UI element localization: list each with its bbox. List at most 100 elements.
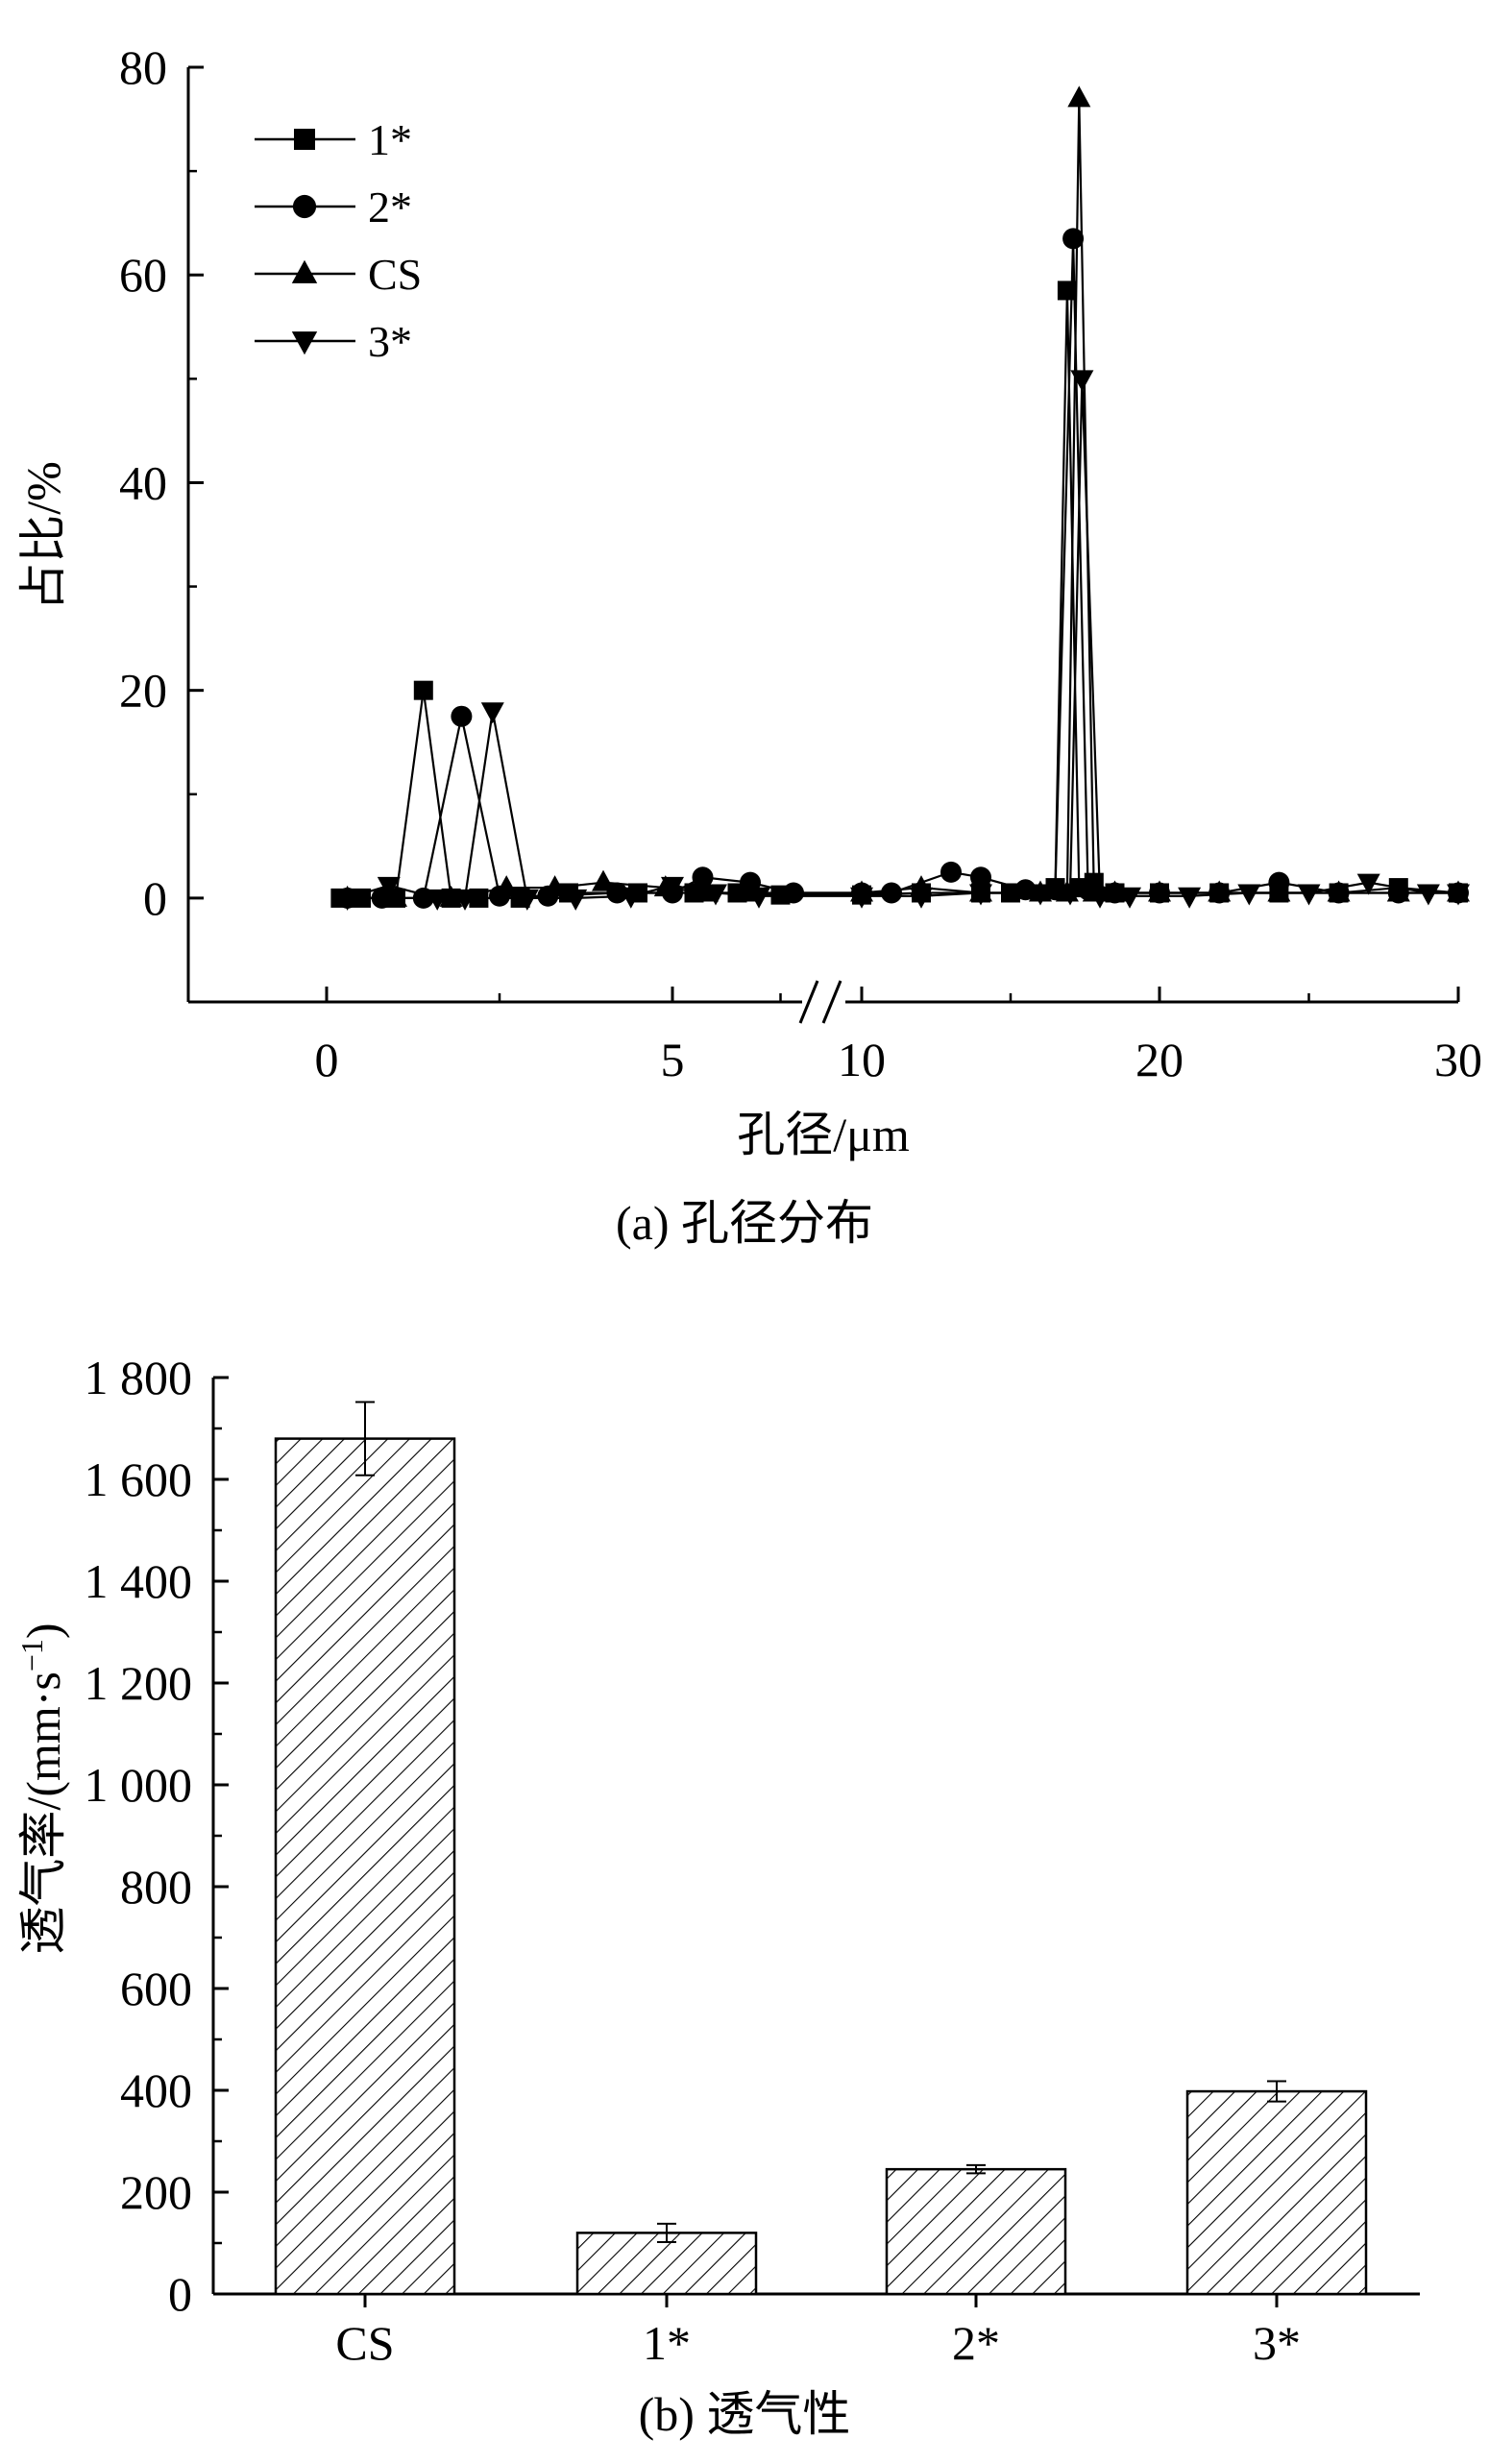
data-point	[619, 887, 643, 909]
data-point	[881, 882, 902, 904]
y-tick-label: 1 400	[85, 1554, 193, 1608]
chart-b-caption: (b) 透气性	[639, 2387, 851, 2441]
data-point	[1067, 85, 1091, 108]
bar	[274, 1437, 456, 2296]
y-axis-title: 占比/%	[16, 461, 70, 611]
data-point	[1029, 884, 1052, 906]
data-point	[1297, 884, 1321, 906]
y-axis-title-main: 透气率/(mm·s	[16, 1671, 70, 1954]
data-point	[970, 866, 991, 889]
data-point	[1088, 887, 1111, 909]
y-tick-label: 200	[120, 2165, 192, 2219]
legend-label: 3*	[368, 317, 412, 366]
data-point	[480, 702, 504, 724]
permeability-chart: 0 200 400 600 800 1 000 1 200 1 400 1 600 1 800 透气…	[14, 1351, 1420, 2370]
data-point	[747, 887, 770, 909]
data-point	[969, 884, 992, 906]
data-point	[1386, 880, 1410, 902]
x-axis-title: 孔径/μm	[737, 1108, 910, 1161]
series-4	[335, 370, 1470, 911]
y-tick-label: 80	[119, 40, 167, 94]
data-point	[543, 875, 567, 897]
legend-label: 2*	[368, 183, 412, 232]
data-point	[704, 884, 727, 906]
data-point	[1356, 873, 1380, 895]
x-tick-label: 20	[1135, 1033, 1184, 1086]
bar	[575, 2232, 758, 2296]
data-point	[1070, 370, 1094, 392]
axis-break-mark	[821, 980, 842, 1024]
data-point	[564, 889, 588, 911]
series-line	[347, 238, 1458, 899]
bar	[885, 2167, 1067, 2296]
y-tick-label: 60	[119, 248, 167, 302]
x-tick-label: 5	[661, 1033, 685, 1086]
y-tick-label: 1 000	[85, 1758, 193, 1812]
data-point	[1208, 880, 1232, 902]
chart-a-caption: (a) 孔径分布	[616, 1196, 873, 1250]
x-tick-label: 0	[315, 1033, 339, 1086]
data-point	[1447, 884, 1470, 906]
x-tick-label: 30	[1434, 1033, 1482, 1086]
data-point	[850, 887, 873, 909]
data-point	[377, 876, 401, 898]
y-tick-label: 40	[119, 455, 167, 509]
data-point	[1062, 228, 1085, 250]
data-point	[1237, 884, 1261, 906]
y-axis-title-end: )	[16, 1622, 70, 1639]
series-1	[330, 281, 1468, 908]
series-line	[340, 290, 1459, 899]
pore-size-chart: 0 20 40 60 80 0 5 10 20 30 孔径/μm 占比/% 1* 2* CS 3*	[16, 40, 1482, 1161]
series-line	[347, 98, 1458, 899]
bar	[1185, 2089, 1368, 2296]
legend-marker	[291, 259, 318, 283]
legend-entry: 3*	[255, 317, 412, 366]
data-point	[1059, 884, 1082, 906]
data-point	[1416, 884, 1440, 906]
data-point	[426, 889, 450, 911]
x-tick-label: CS	[335, 2316, 394, 2370]
legend-label: 1*	[368, 115, 412, 164]
y-tick-label: 800	[120, 1860, 192, 1914]
data-point	[910, 887, 933, 909]
x-tick-label: 3*	[1253, 2316, 1301, 2370]
y-tick-label: 600	[120, 1962, 192, 2015]
legend-entry: 2*	[255, 183, 412, 232]
legend-marker	[291, 331, 318, 355]
y-tick-label: 0	[143, 871, 167, 925]
data-point	[1178, 887, 1202, 909]
data-point	[451, 705, 473, 727]
data-point	[453, 889, 476, 911]
x-tick-label: 1*	[643, 2316, 691, 2370]
legend-entry: 1*	[255, 115, 412, 164]
y-tick-label: 20	[119, 664, 167, 718]
legend-marker	[294, 129, 315, 150]
y-tick-label: 1 600	[85, 1452, 193, 1506]
data-point	[1118, 887, 1141, 909]
data-point	[439, 885, 463, 907]
series-2	[336, 228, 1469, 909]
data-point	[592, 869, 615, 891]
x-tick-label: 2*	[952, 2316, 1000, 2370]
data-point	[495, 875, 519, 897]
y-axis-title-superscript: −1	[14, 1639, 49, 1671]
series-line	[347, 378, 1458, 899]
legend-entry: CS	[255, 250, 422, 299]
y-axis-title: 透气率/(mm·s−1)	[14, 1622, 70, 1954]
y-tick-label: 400	[120, 2063, 192, 2117]
legend-marker	[292, 194, 317, 219]
data-point	[940, 861, 962, 883]
data-point	[1267, 880, 1291, 902]
axis-break-mark	[798, 980, 819, 1024]
data-point	[335, 889, 359, 911]
data-point	[1327, 880, 1351, 902]
legend-label: CS	[368, 250, 422, 299]
y-tick-label: 1 800	[85, 1351, 193, 1404]
data-point	[384, 885, 407, 907]
data-point	[413, 680, 433, 700]
data-point	[661, 876, 684, 898]
y-tick-label: 0	[168, 2267, 192, 2321]
data-point	[515, 889, 539, 911]
